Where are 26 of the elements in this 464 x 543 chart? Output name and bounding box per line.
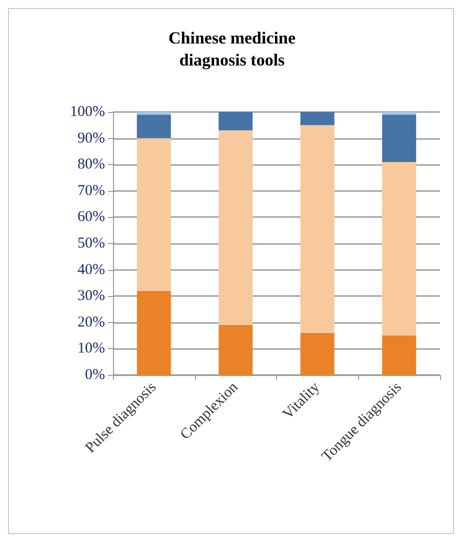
y-tick-label: 40% [78,262,105,278]
y-tick-label: 20% [78,314,105,330]
bar [218,112,253,130]
bar [136,290,171,375]
y-tick-label: 50% [78,236,105,252]
y-tick-label: 90% [78,130,105,146]
bar [300,332,334,375]
bar [136,112,171,115]
bar [136,114,171,138]
bar [300,112,334,126]
bar [136,138,171,291]
bar [300,125,334,333]
chart-title: Chinese medicine diagnosis tools [168,28,296,70]
bar [382,162,416,336]
bar [382,336,416,375]
y-tick-label: 80% [78,156,105,173]
bar [382,112,416,115]
y-tick-label: 70% [78,182,105,199]
y-tick-label: 10% [78,340,105,357]
y-tick-label: 100% [70,104,105,120]
bar [382,114,416,162]
y-tick-label: 60% [78,209,105,226]
y-tick-label: 0% [85,367,105,383]
bar [218,325,253,375]
y-tick-label: 30% [78,288,105,304]
bar [218,130,253,326]
